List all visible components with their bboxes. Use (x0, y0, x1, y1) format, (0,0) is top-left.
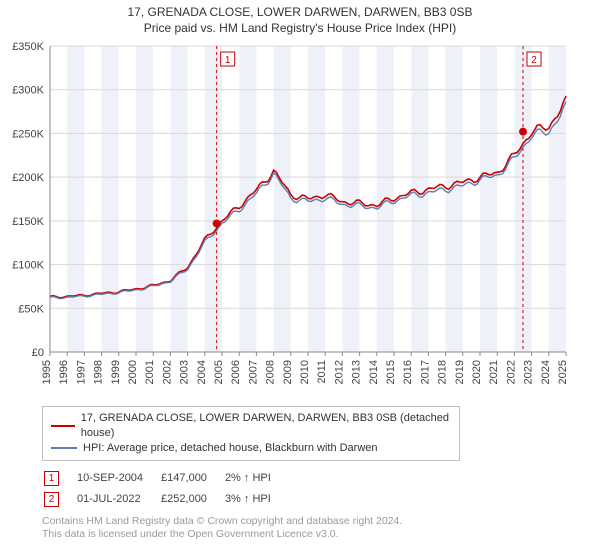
svg-text:£150K: £150K (12, 216, 44, 228)
svg-text:2024: 2024 (540, 360, 552, 384)
svg-text:1996: 1996 (58, 360, 70, 384)
svg-text:2012: 2012 (333, 360, 345, 384)
chart-legend: 17, GRENADA CLOSE, LOWER DARWEN, DARWEN,… (42, 406, 460, 461)
svg-text:£250K: £250K (12, 129, 44, 141)
sale-marker-icon: 2 (44, 492, 59, 507)
price-chart: £0 £50K £100K £150K £200K £250K £300K £350K 1995… (6, 40, 576, 400)
table-row: 1 10-SEP-2004 £147,000 2% ↑ HPI (44, 469, 287, 488)
svg-text:2011: 2011 (316, 360, 328, 384)
svg-text:2019: 2019 (454, 360, 466, 384)
svg-text:£200K: £200K (12, 173, 44, 185)
svg-text:2003: 2003 (179, 360, 191, 384)
svg-text:2: 2 (531, 55, 537, 66)
svg-text:2008: 2008 (265, 360, 277, 384)
svg-text:£350K: £350K (12, 41, 44, 53)
sale-delta: 2% ↑ HPI (225, 469, 287, 488)
sale-date: 10-SEP-2004 (77, 469, 159, 488)
svg-text:1995: 1995 (41, 360, 53, 384)
footnote-line2: This data is licensed under the Open Gov… (42, 528, 586, 541)
sale-price: £147,000 (161, 469, 223, 488)
svg-text:£300K: £300K (12, 85, 44, 97)
svg-text:2014: 2014 (368, 360, 380, 384)
svg-text:2007: 2007 (247, 360, 259, 384)
sale-date: 01-JUL-2022 (77, 490, 159, 509)
legend-label: HPI: Average price, detached house, Blac… (83, 441, 378, 456)
table-row: 2 01-JUL-2022 £252,000 3% ↑ HPI (44, 490, 287, 509)
svg-text:2017: 2017 (419, 360, 431, 384)
legend-item: 17, GRENADA CLOSE, LOWER DARWEN, DARWEN,… (51, 411, 451, 441)
sale-price: £252,000 (161, 490, 223, 509)
sale-marker-icon: 1 (44, 471, 59, 486)
svg-text:2002: 2002 (161, 360, 173, 384)
svg-text:2000: 2000 (127, 360, 139, 384)
chart-title-block: 17, GRENADA CLOSE, LOWER DARWEN, DARWEN,… (0, 0, 600, 36)
svg-text:2016: 2016 (402, 360, 414, 384)
svg-text:2018: 2018 (437, 360, 449, 384)
sale-delta: 3% ↑ HPI (225, 490, 287, 509)
svg-text:£0: £0 (32, 347, 44, 359)
svg-text:2006: 2006 (230, 360, 242, 384)
svg-text:2001: 2001 (144, 360, 156, 384)
svg-text:2023: 2023 (523, 360, 535, 384)
svg-text:2021: 2021 (488, 360, 500, 384)
svg-text:2005: 2005 (213, 360, 225, 384)
svg-text:2013: 2013 (351, 360, 363, 384)
svg-text:2020: 2020 (471, 360, 483, 384)
svg-text:2015: 2015 (385, 360, 397, 384)
legend-item: HPI: Average price, detached house, Blac… (51, 441, 451, 456)
svg-text:2010: 2010 (299, 360, 311, 384)
svg-text:1999: 1999 (110, 360, 122, 384)
legend-swatch (51, 425, 75, 427)
svg-text:£50K: £50K (18, 304, 44, 316)
legend-label: 17, GRENADA CLOSE, LOWER DARWEN, DARWEN,… (81, 411, 451, 441)
svg-text:2004: 2004 (196, 360, 208, 384)
footnote: Contains HM Land Registry data © Crown c… (42, 515, 586, 541)
svg-text:£100K: £100K (12, 260, 44, 272)
svg-text:1: 1 (225, 55, 231, 66)
svg-text:1997: 1997 (75, 360, 87, 384)
title-line1: 17, GRENADA CLOSE, LOWER DARWEN, DARWEN,… (0, 4, 600, 20)
footnote-line1: Contains HM Land Registry data © Crown c… (42, 515, 586, 528)
svg-text:2025: 2025 (557, 360, 569, 384)
legend-swatch (51, 447, 77, 449)
svg-text:2022: 2022 (505, 360, 517, 384)
sales-table: 1 10-SEP-2004 £147,000 2% ↑ HPI 2 01-JUL… (42, 467, 289, 511)
svg-text:2009: 2009 (282, 360, 294, 384)
title-line2: Price paid vs. HM Land Registry's House … (0, 20, 600, 36)
svg-text:1998: 1998 (93, 360, 105, 384)
